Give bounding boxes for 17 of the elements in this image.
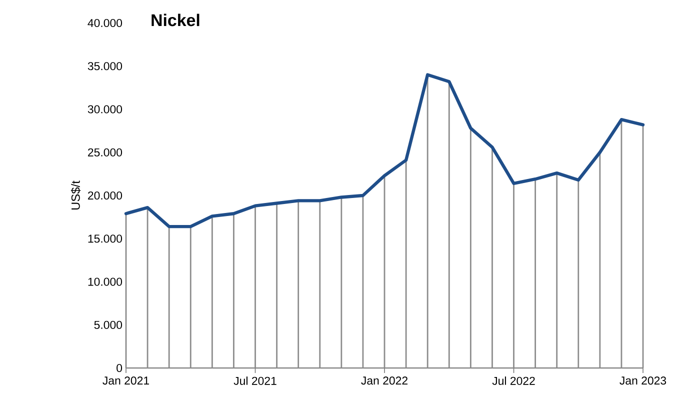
x-tick-label: Jul 2021 (234, 376, 276, 385)
y-axis-title: US$/t (70, 180, 81, 210)
y-tick-label: 0 (116, 364, 122, 372)
y-tick-label: 40.000 (88, 18, 122, 28)
chart-title: Nickel (152, 14, 200, 26)
y-tick-label: 20.000 (88, 191, 122, 200)
y-tick-label: 15.000 (88, 234, 122, 243)
y-tick-label: 10.000 (88, 278, 122, 286)
x-tick-label: Jan 2023 (620, 376, 666, 385)
y-tick-label: 25.000 (88, 148, 122, 156)
x-tick-label: Jul 2022 (492, 376, 535, 385)
y-tick-label: 5.000 (94, 320, 122, 329)
x-tick-label: Jan 2022 (361, 376, 408, 385)
line-series (124, 73, 645, 228)
y-tick-label: 35.000 (88, 62, 122, 70)
y-tick-label: 30.000 (88, 105, 122, 114)
x-tick-label: Jan 2021 (102, 376, 149, 385)
